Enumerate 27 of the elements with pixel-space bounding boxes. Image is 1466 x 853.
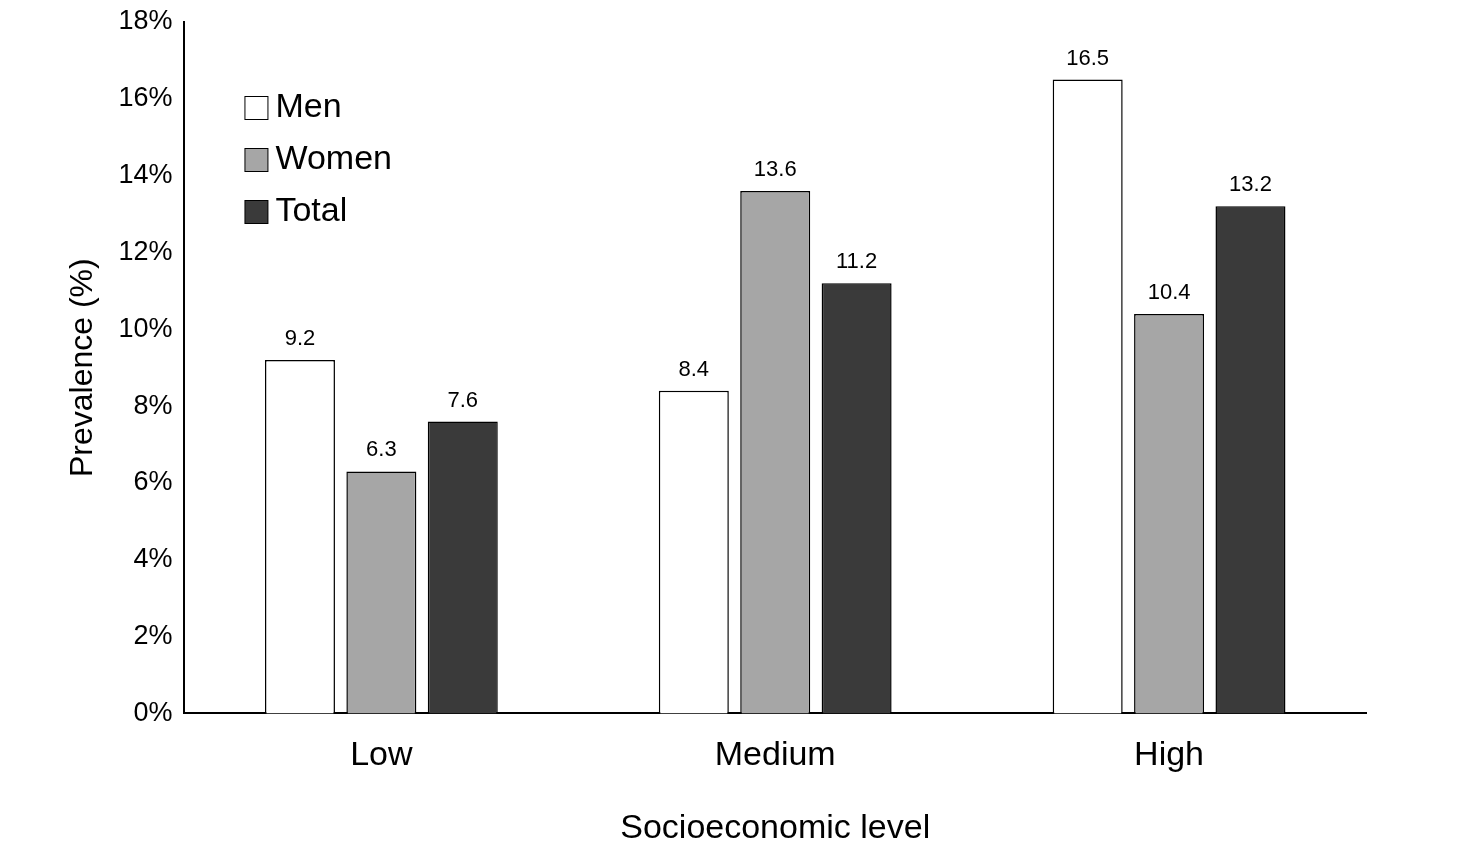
y-tick-label: 10% (118, 312, 173, 343)
legend-label: Total (275, 190, 348, 229)
y-tick-label: 2% (133, 620, 173, 651)
y-tick-label: 4% (133, 543, 173, 574)
data-label: 7.6 (447, 386, 479, 412)
data-label: 8.4 (678, 355, 710, 381)
data-label: 10.4 (1147, 278, 1191, 304)
legend-label: Women (275, 138, 392, 177)
data-label: 11.2 (836, 248, 878, 274)
data-label: 16.5 (1066, 44, 1110, 70)
y-tick-label: 12% (118, 235, 173, 266)
y-tick-label: 18% (118, 5, 173, 36)
data-label: 13.6 (753, 156, 797, 182)
data-label: 6.3 (366, 436, 397, 462)
y-tick-label: 0% (133, 696, 173, 727)
y-tick-label: 16% (118, 82, 173, 113)
y-tick-label: 14% (118, 159, 173, 190)
legend-label: Men (275, 86, 342, 125)
y-tick-label: 8% (133, 389, 173, 420)
x-tick-label: High (1134, 734, 1205, 773)
data-label: 13.2 (1229, 171, 1272, 197)
y-tick-label: 6% (133, 466, 173, 497)
y-axis-title: Prevalence (%) (63, 258, 100, 478)
data-label: 9.2 (284, 325, 316, 351)
x-axis-title: Socioeconomic level (620, 806, 931, 845)
x-tick-label: Medium (714, 734, 836, 773)
x-tick-label: Low (350, 734, 413, 773)
